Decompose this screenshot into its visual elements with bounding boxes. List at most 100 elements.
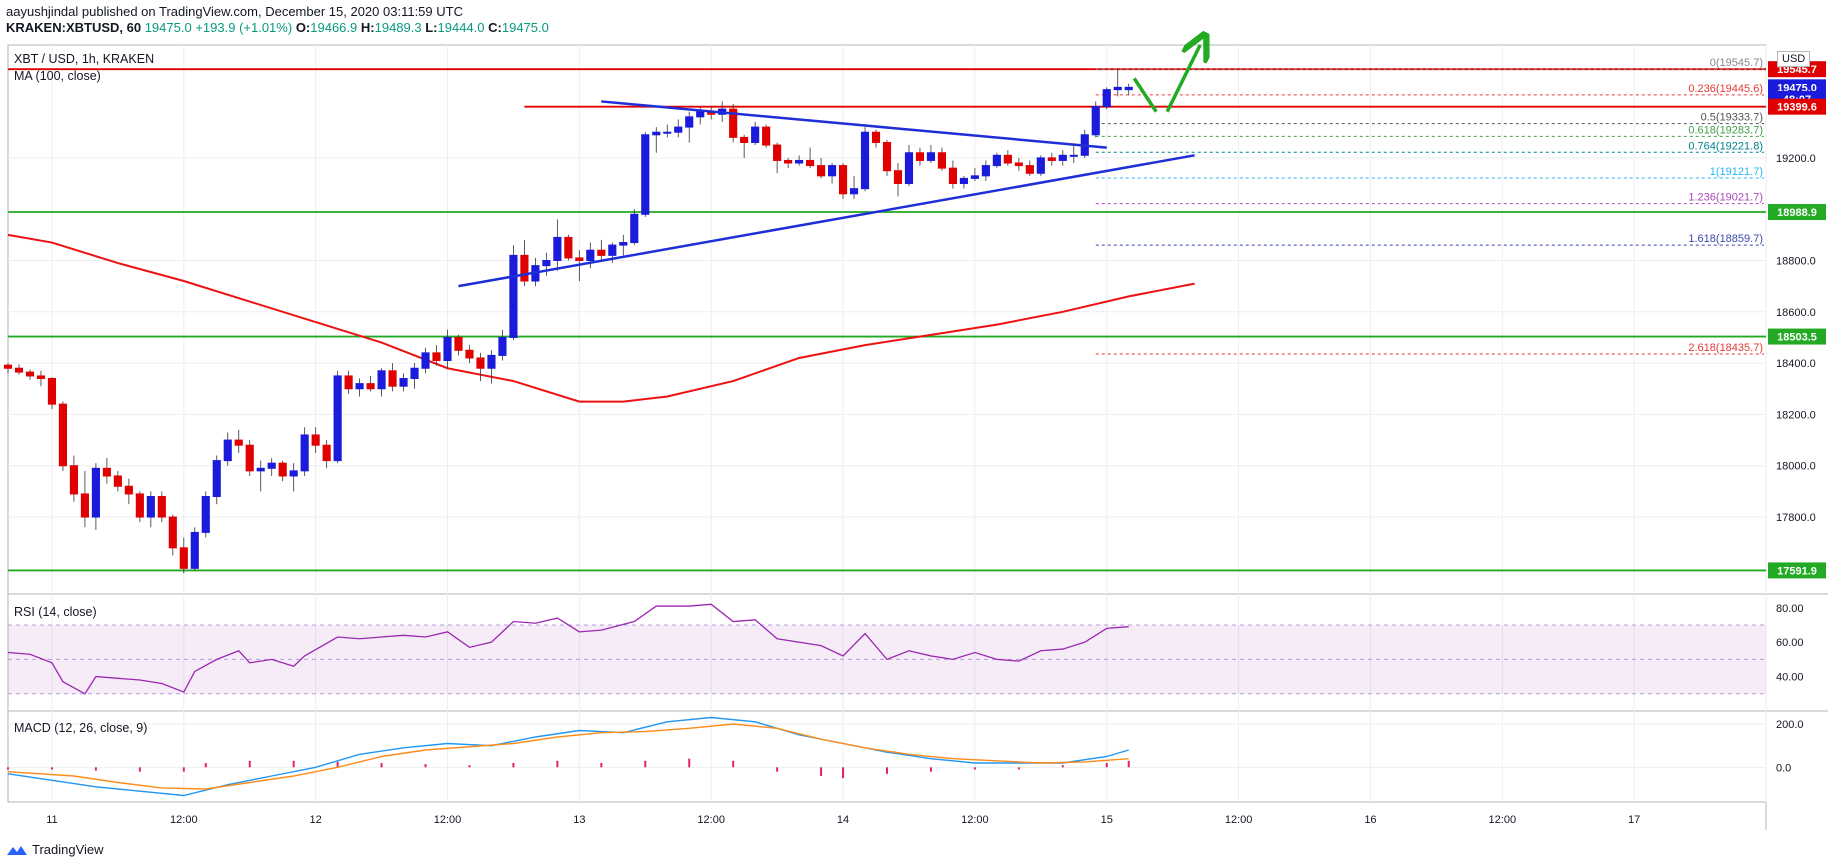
footer-brand[interactable]: TradingView — [6, 842, 104, 857]
candle — [58, 401, 68, 471]
candle — [795, 155, 804, 166]
macd-line — [7, 716, 1129, 797]
price-level-badge: 19399.6 — [1768, 98, 1826, 115]
candle — [751, 121, 760, 146]
candle — [915, 147, 925, 166]
high-value: 19489.3 — [374, 20, 422, 35]
candle — [355, 378, 364, 397]
candle — [1080, 129, 1089, 158]
candle — [849, 175, 859, 199]
candle — [487, 350, 496, 384]
price-change: +193.9 (+1.01%) — [195, 20, 293, 35]
candle — [564, 234, 573, 261]
main-pane-title: XBT / USD, 1h, KRAKEN — [14, 52, 155, 66]
macd-signal-line — [7, 723, 1129, 790]
price-level-badge: 18503.5 — [1768, 328, 1826, 345]
candle — [234, 429, 243, 453]
candle — [432, 345, 441, 366]
y-tick-label: 18600.0 — [1776, 307, 1816, 319]
rsi-pane-title[interactable]: RSI (14, close) — [14, 605, 97, 619]
symbol-label[interactable]: KRAKEN:XBTUSD, 60 — [6, 20, 142, 35]
candle — [652, 127, 661, 153]
candle — [267, 458, 276, 476]
candle — [410, 363, 419, 389]
triangle-trendline — [458, 154, 1195, 288]
macd-y-tick-label: 0.0 — [1776, 762, 1791, 774]
fib-level-label: 1.618(18859.7) — [1688, 233, 1763, 245]
candle — [69, 455, 78, 502]
x-tick-label: 12:00 — [1489, 814, 1517, 826]
candle — [1047, 152, 1056, 166]
x-tick-label: 12:00 — [697, 814, 725, 826]
candle — [959, 175, 968, 189]
fib-level-label: 0.236(19445.6) — [1688, 83, 1763, 95]
candle — [421, 347, 430, 374]
candle — [14, 364, 24, 375]
candle — [36, 370, 46, 387]
x-tick-label: 12:00 — [961, 814, 989, 826]
rsi-y-tick-label: 40.00 — [1776, 672, 1804, 684]
candle — [289, 463, 298, 492]
candle — [948, 160, 957, 189]
fib-level-label: 1(19121.7) — [1710, 166, 1763, 178]
x-tick-label: 12:00 — [170, 814, 198, 826]
candle — [806, 147, 815, 169]
candle — [311, 427, 320, 453]
candle — [619, 234, 628, 256]
x-tick-label: 15 — [1101, 814, 1113, 826]
fib-level-label: 0(19545.7) — [1710, 57, 1763, 69]
macd-pane-title[interactable]: MACD (12, 26, close, 9) — [14, 721, 148, 735]
candle — [1091, 101, 1100, 138]
x-tick-label: 12:00 — [434, 814, 462, 826]
candle — [838, 163, 848, 199]
candle — [1003, 150, 1012, 166]
candle — [1069, 145, 1078, 164]
candle — [443, 329, 452, 369]
candle — [102, 458, 111, 484]
candle — [278, 460, 287, 482]
candle — [817, 157, 826, 179]
candle — [322, 440, 331, 469]
x-tick-label: 14 — [837, 814, 849, 826]
candle — [146, 491, 155, 528]
x-tick-label: 12:00 — [1225, 814, 1253, 826]
candle — [674, 119, 683, 138]
candle — [91, 463, 100, 530]
candle — [926, 145, 936, 164]
open-label: O: — [295, 20, 311, 35]
candle — [366, 375, 375, 392]
ma-indicator-label[interactable]: MA (100, close) — [14, 69, 101, 83]
rsi-y-tick-label: 80.00 — [1776, 603, 1804, 615]
candle — [707, 106, 716, 120]
candle — [201, 491, 210, 538]
candle — [1036, 155, 1045, 176]
candle — [476, 352, 485, 382]
close-label: C: — [488, 20, 502, 35]
x-tick-label: 13 — [573, 814, 585, 826]
candle — [212, 455, 221, 505]
price-level-badge: 18988.9 — [1768, 204, 1826, 221]
currency-button[interactable]: USD — [1777, 51, 1811, 67]
candle — [344, 370, 353, 394]
candle — [135, 491, 144, 523]
candle — [784, 157, 793, 169]
candle — [454, 334, 463, 356]
candle — [168, 514, 177, 556]
candle — [256, 460, 265, 492]
candle — [992, 152, 1001, 169]
fib-level-label: 0.5(19333.7) — [1701, 112, 1763, 124]
candle — [333, 370, 342, 464]
rsi-y-tick-label: 60.00 — [1776, 637, 1804, 649]
triangle-trendline — [601, 100, 1107, 149]
ma100-line — [7, 233, 1195, 403]
candle — [113, 470, 122, 492]
candle — [981, 160, 990, 181]
candle — [893, 163, 903, 197]
candle — [663, 124, 672, 138]
candle — [641, 132, 650, 217]
fib-level-label: 2.618(18435.7) — [1688, 342, 1763, 354]
candle — [465, 345, 474, 364]
candle — [509, 245, 518, 341]
macd-y-tick-label: 200.0 — [1776, 719, 1804, 731]
